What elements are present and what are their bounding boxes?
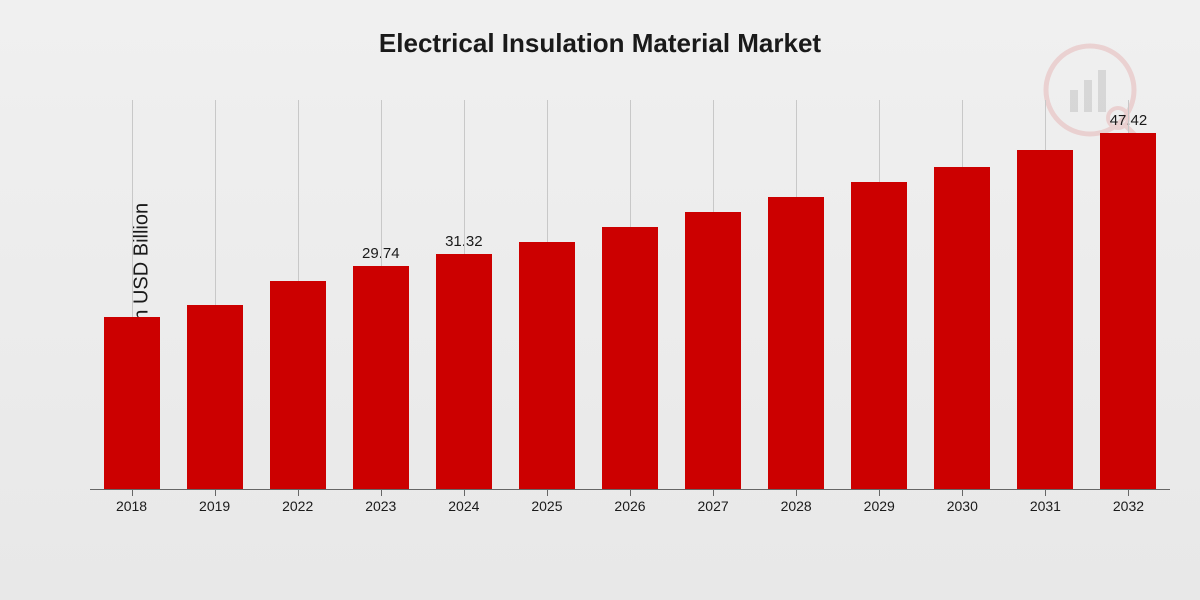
x-tick <box>381 490 382 496</box>
x-tick <box>962 490 963 496</box>
x-axis-labels: 2018201920222023202420252026202720282029… <box>90 492 1170 520</box>
x-axis-label: 2018 <box>90 492 173 520</box>
bar-column <box>921 100 1004 489</box>
x-tick <box>879 490 880 496</box>
bar <box>187 305 243 489</box>
bar-column: 31.32 <box>422 100 505 489</box>
bar-column <box>505 100 588 489</box>
bar <box>1017 150 1073 489</box>
x-tick <box>298 490 299 496</box>
bar-column <box>90 100 173 489</box>
bar <box>104 317 160 490</box>
x-tick <box>132 490 133 496</box>
bar <box>602 227 658 490</box>
bar <box>436 254 492 489</box>
bar-column <box>588 100 671 489</box>
x-axis-label: 2025 <box>505 492 588 520</box>
x-axis-label: 2032 <box>1087 492 1170 520</box>
bar-column <box>755 100 838 489</box>
x-tick <box>713 490 714 496</box>
x-axis-label: 2030 <box>921 492 1004 520</box>
x-axis-label: 2027 <box>672 492 755 520</box>
x-tick <box>796 490 797 496</box>
bar-column: 29.74 <box>339 100 422 489</box>
bar-column: 47.42 <box>1087 100 1170 489</box>
bar <box>519 242 575 490</box>
bar <box>934 167 990 490</box>
x-tick <box>464 490 465 496</box>
x-axis-label: 2031 <box>1004 492 1087 520</box>
x-axis-label: 2022 <box>256 492 339 520</box>
bar <box>353 266 409 489</box>
bar-column <box>672 100 755 489</box>
bars-area: 29.7431.32 47.42 <box>90 100 1170 490</box>
chart-container: Market Value in USD Billion 29.7431.3247… <box>60 100 1170 550</box>
chart-title: Electrical Insulation Material Market <box>0 0 1200 69</box>
x-tick <box>215 490 216 496</box>
bar-column <box>256 100 339 489</box>
x-axis-label: 2028 <box>755 492 838 520</box>
x-tick <box>1128 490 1129 496</box>
bar-column <box>173 100 256 489</box>
x-tick <box>1045 490 1046 496</box>
bar <box>768 197 824 490</box>
x-axis-label: 2019 <box>173 492 256 520</box>
bar <box>1100 133 1156 489</box>
x-tick <box>547 490 548 496</box>
bar-column <box>838 100 921 489</box>
plot-area: 29.7431.32 47.42 201820192022202320242025… <box>90 100 1170 520</box>
bar <box>685 212 741 490</box>
bar-column <box>1004 100 1087 489</box>
x-tick <box>630 490 631 496</box>
bar <box>851 182 907 490</box>
x-axis-label: 2024 <box>422 492 505 520</box>
bar <box>270 281 326 490</box>
x-axis-label: 2029 <box>838 492 921 520</box>
x-axis-label: 2026 <box>588 492 671 520</box>
x-axis-label: 2023 <box>339 492 422 520</box>
